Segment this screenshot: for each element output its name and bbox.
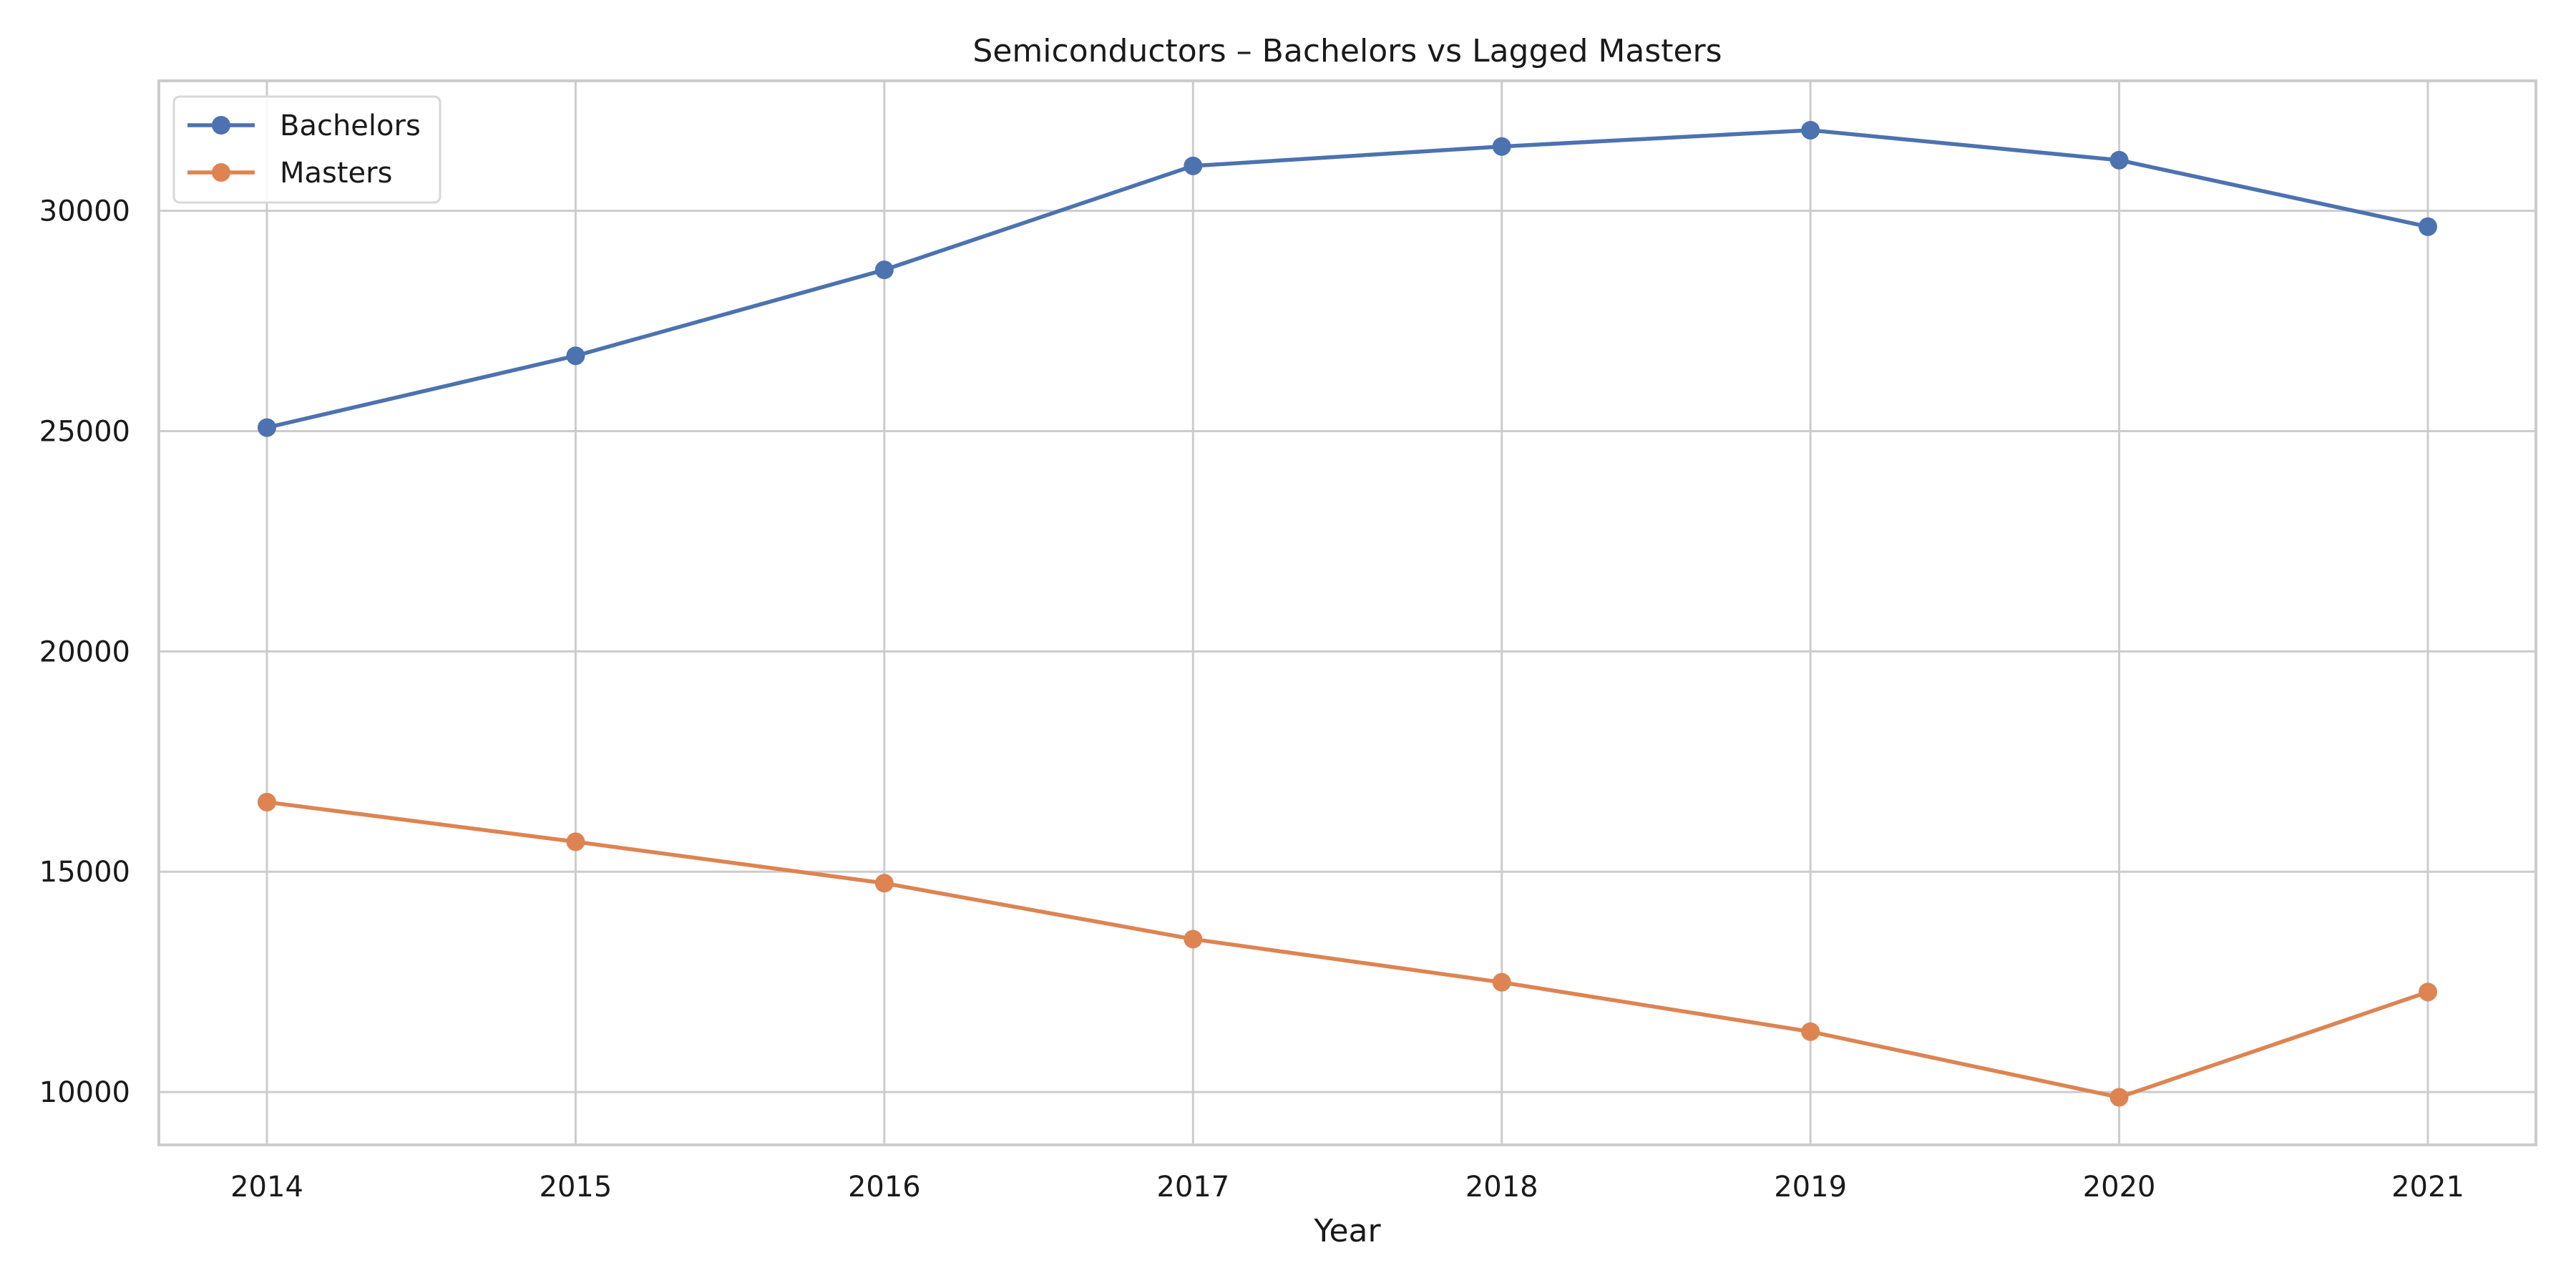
data-point xyxy=(2419,217,2437,236)
series-masters xyxy=(258,792,2437,1107)
legend-label: Bachelors xyxy=(280,109,421,142)
y-tick-label: 15000 xyxy=(39,856,130,889)
legend-marker xyxy=(212,163,230,182)
y-tick-label: 30000 xyxy=(39,195,130,228)
data-point xyxy=(1184,930,1203,949)
data-point xyxy=(1801,1022,1820,1041)
x-tick-label: 2021 xyxy=(2391,1171,2464,1204)
x-tick-label: 2014 xyxy=(230,1171,303,1204)
x-tick-label: 2017 xyxy=(1156,1171,1229,1204)
legend: Bachelors Masters xyxy=(172,95,441,204)
y-tick-label: 25000 xyxy=(39,416,130,449)
x-axis-label: Year xyxy=(1313,1213,1381,1249)
legend-entry: Masters xyxy=(187,157,392,190)
grid xyxy=(159,81,2536,1145)
series-line xyxy=(265,800,2430,1100)
legend-box xyxy=(172,95,441,204)
data-point xyxy=(1184,156,1203,175)
data-point xyxy=(258,418,276,437)
data-point xyxy=(1801,120,1820,140)
data-point xyxy=(874,260,894,280)
series-line xyxy=(265,128,2430,430)
x-tick-label: 2019 xyxy=(1774,1171,1847,1204)
legend-marker xyxy=(212,116,230,135)
y-tick-label: 10000 xyxy=(39,1076,130,1109)
x-tick-label: 2015 xyxy=(540,1171,613,1204)
data-point xyxy=(2109,150,2129,170)
series-layer xyxy=(258,120,2437,1107)
data-point xyxy=(1492,972,1511,992)
x-tick-label: 2018 xyxy=(1465,1171,1538,1204)
legend-entry: Bachelors xyxy=(187,109,421,142)
x-axis-ticks: 2014 2015 2016 2017 2018 2019 2020 2021 xyxy=(230,1171,2464,1204)
data-point xyxy=(874,874,894,893)
data-point xyxy=(258,792,276,811)
data-point xyxy=(566,832,585,852)
data-point xyxy=(2109,1088,2129,1107)
data-point xyxy=(2419,982,2437,1002)
chart-title: Semiconductors – Bachelors vs Lagged Mas… xyxy=(972,33,1722,69)
data-point xyxy=(566,346,585,366)
x-tick-label: 2016 xyxy=(848,1171,921,1204)
x-tick-label: 2020 xyxy=(2083,1171,2156,1204)
series-bachelors xyxy=(258,120,2437,437)
plot-area-frame xyxy=(157,79,2537,1146)
data-point xyxy=(1492,137,1511,156)
y-axis-ticks: 10000 15000 20000 25000 30000 xyxy=(39,195,130,1109)
legend-label: Masters xyxy=(280,157,392,190)
y-tick-label: 20000 xyxy=(39,635,130,668)
